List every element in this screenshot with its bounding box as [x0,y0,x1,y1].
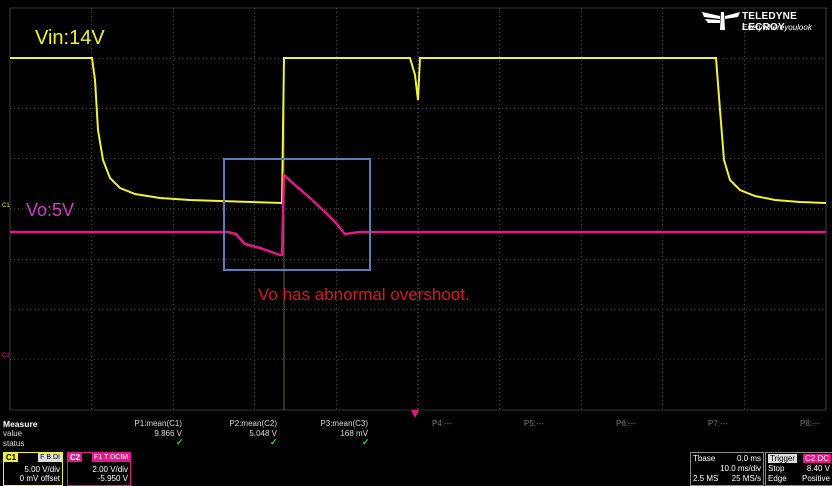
param-p7-label[interactable]: P7:--- [708,419,728,428]
brand-name: TELEDYNE LECROY [742,11,797,33]
vo-annotation: Vo:5V [26,200,75,220]
trigger-time-marker[interactable] [411,410,419,418]
measure-row-status: status [3,439,25,448]
c2-ground-marker: C2 [2,353,10,359]
trigger-descriptor[interactable]: Trigger C2 DC Stop 8.40 V Edge Positive [765,452,832,486]
vin-annotation: Vin:14V [35,27,105,49]
channel-c1-offset: 0 mV offset [19,474,60,483]
timebase-samples: 2.5 MS [693,474,719,483]
param-p2-status-icon: ✓ [270,437,278,447]
channel-c1-scale: 5.00 V/div [24,465,60,474]
measure-row-value: value [3,429,23,438]
brand-tagline: Everywhereyoulook [742,23,812,32]
param-p3-label[interactable]: P3:mean(C3) [320,419,368,428]
trigger-mode: Stop [768,464,785,473]
channel-c2-descriptor[interactable]: C2 F1 T DCIM 2.00 V/div -5.950 V [67,452,131,486]
param-p2-label[interactable]: P2:mean(C2) [229,419,277,428]
vo-trace [10,172,826,257]
param-p3-status-icon: ✓ [362,437,370,447]
c1-ground-marker: C1 [2,203,10,209]
trigger-level: 8.40 V [806,464,830,473]
vin-trace [10,57,827,205]
trigger-slope: Positive [801,474,830,483]
overshoot-note: Vo has abnormal overshoot. [258,285,470,304]
teledyne-lecroy-logo: TELEDYNE LECROY Everywhereyoulook [702,8,830,34]
timebase-delay: 0.0 ms [736,454,761,463]
channel-c2-flags: F1 T DCIM [92,453,130,462]
timebase-label: Tbase [693,454,716,463]
param-p5-label[interactable]: P5:--- [524,419,544,428]
measure-panel[interactable]: Measure value status P1:mean(C1) 9.866 V… [0,414,832,450]
overshoot-highlight-box [223,158,371,271]
channel-c2-tag: C2 [68,453,82,462]
channel-c1-descriptor[interactable]: C1 F B DI 5.00 V/div 0 mV offset [3,452,63,486]
channel-c1-tag: C1 [4,453,18,462]
param-p3-value: 168 mV [340,429,368,438]
measure-heading: Measure [3,419,38,429]
param-p2-value: 5.048 V [249,429,277,438]
timebase-trigger-panel[interactable]: Tbase 0.0 ms 10.0 ms/div 2.5 MS 25 MS/s … [690,452,832,486]
channel-c2-scale: 2.00 V/div [92,465,128,474]
timebase-rate: 25 MS/s [731,474,761,483]
timebase-per-div: 10.0 ms/div [720,464,761,473]
trigger-type: Edge [768,474,787,483]
param-p6-label[interactable]: P6:--- [616,419,636,428]
graticule-grid [9,7,827,411]
channel-c2-offset: -5.950 V [97,474,128,483]
param-p4-label[interactable]: P4:--- [432,419,452,428]
trigger-label: Trigger [768,454,798,463]
timebase-descriptor[interactable]: Tbase 0.0 ms 10.0 ms/div 2.5 MS 25 MS/s [690,452,764,486]
channel-c1-flags: F B DI [38,453,62,462]
param-p1-value: 9.866 V [154,429,182,438]
param-p8-label[interactable]: P8:--- [800,419,820,428]
lecroy-wings-icon [702,12,740,30]
trigger-flags: C2 DC [802,454,831,463]
param-p1-label[interactable]: P1:mean(C1) [134,419,182,428]
param-p1-status-icon: ✓ [176,437,184,447]
